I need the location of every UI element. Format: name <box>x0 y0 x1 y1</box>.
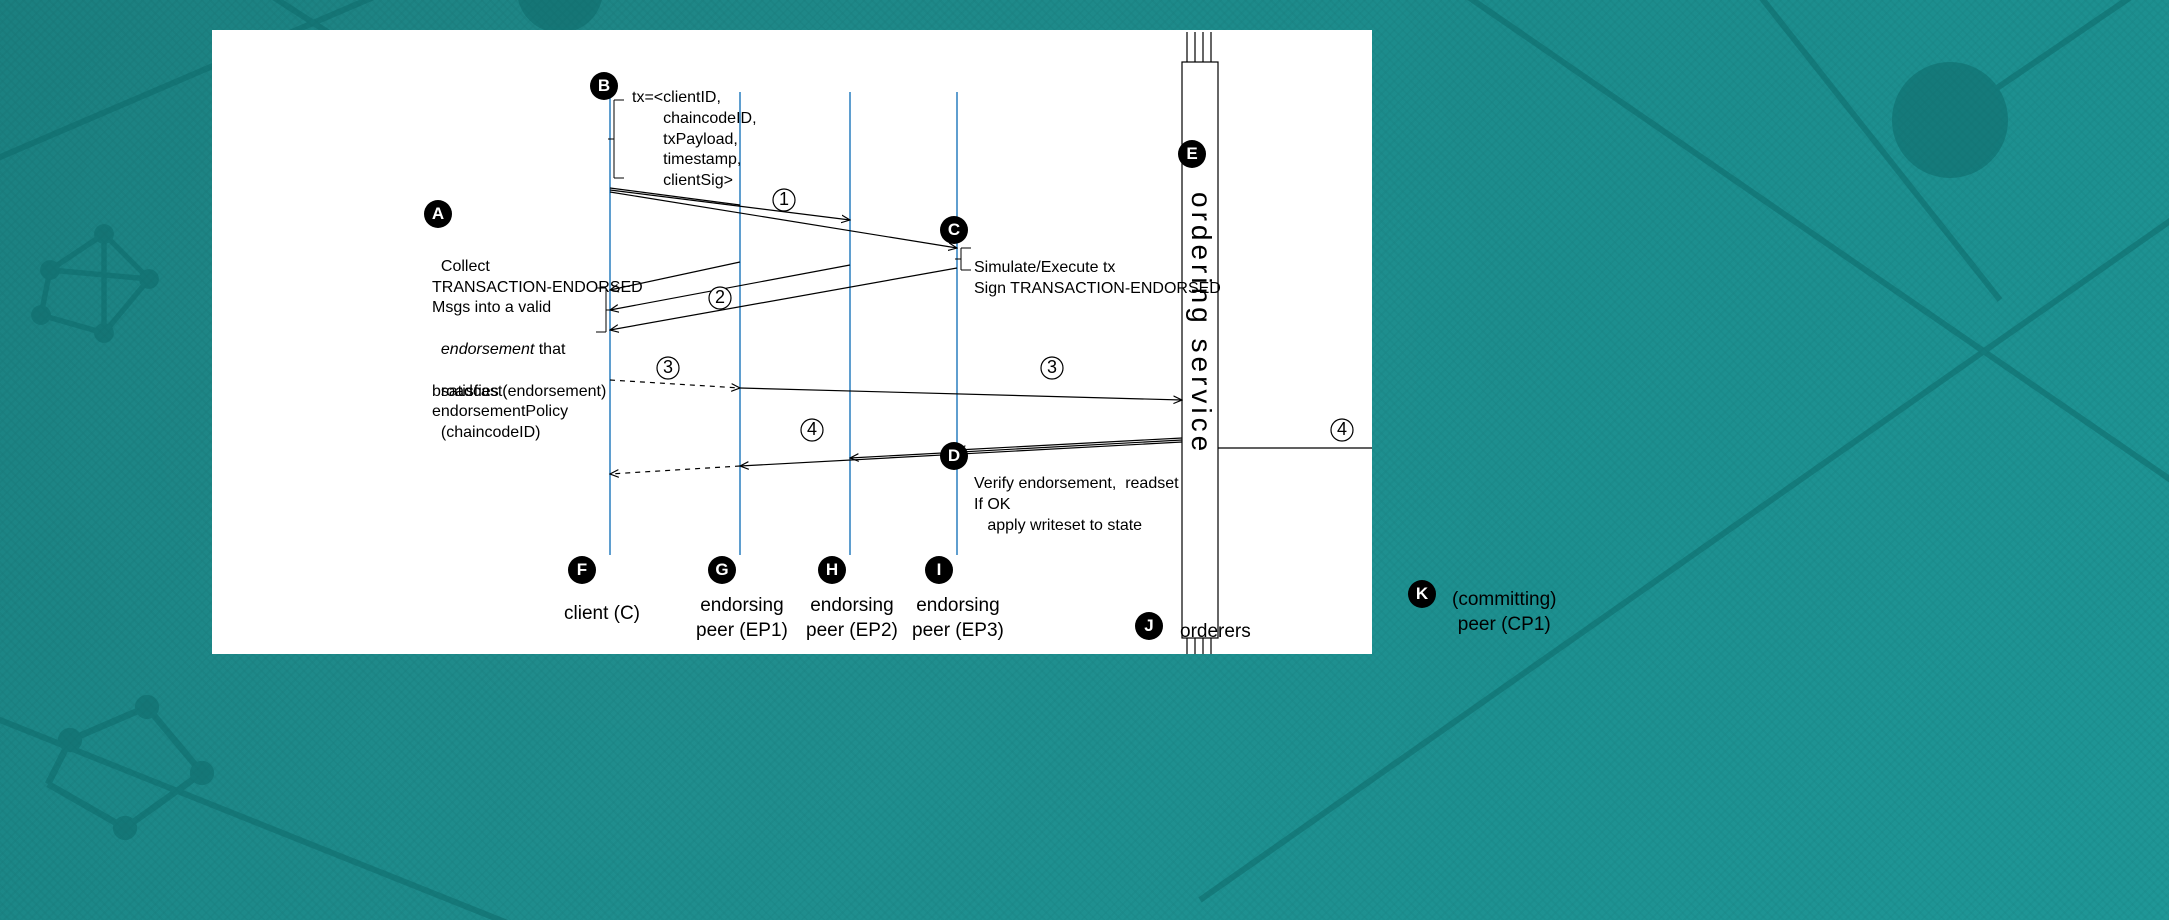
svg-text:2: 2 <box>715 287 725 307</box>
annotation-c-simulate: Simulate/Execute tx Sign TRANSACTION-END… <box>974 258 1221 300</box>
svg-text:4: 4 <box>807 419 817 439</box>
a-post-inline: that <box>534 341 565 358</box>
badge-k: K <box>1408 580 1436 608</box>
badge-b: B <box>590 72 618 100</box>
lifeline-label-ep2: endorsing peer (EP2) <box>806 594 898 643</box>
badge-f: F <box>568 556 596 584</box>
badge-d: D <box>940 442 968 470</box>
lifeline-label-ep3: endorsing peer (EP3) <box>912 594 1004 643</box>
ordering-service-label: ordering service <box>1185 192 1217 455</box>
badge-i: I <box>925 556 953 584</box>
badge-h: H <box>818 556 846 584</box>
svg-text:1: 1 <box>779 189 789 209</box>
svg-text:3: 3 <box>1047 357 1057 377</box>
badge-c: C <box>940 216 968 244</box>
annotation-a-collect: Collect TRANSACTION-ENDORSED Msgs into a… <box>432 236 643 444</box>
annotation-b-tx-tuple: tx=<clientID, chaincodeID, txPayload, ti… <box>632 88 757 192</box>
lifeline-label-ep1: endorsing peer (EP1) <box>696 594 788 643</box>
lifeline-label-client: client (C) <box>564 602 640 627</box>
a-endorsement-italic: endorsement <box>441 341 534 358</box>
lifeline-label-cp1: (committing) peer (CP1) <box>1452 588 1557 637</box>
svg-text:3: 3 <box>663 357 673 377</box>
badge-j: J <box>1135 612 1163 640</box>
annotation-a-broadcast: broadcast(endorsement) <box>432 382 606 403</box>
svg-text:4: 4 <box>1337 419 1347 439</box>
a-pre: Collect TRANSACTION-ENDORSED Msgs into a… <box>432 258 643 317</box>
lifeline-label-orderers: orderers <box>1180 620 1251 645</box>
badge-g: G <box>708 556 736 584</box>
badge-e: E <box>1178 140 1206 168</box>
badge-a: A <box>424 200 452 228</box>
annotation-d-verify: Verify endorsement, readset If OK apply … <box>974 474 1179 536</box>
